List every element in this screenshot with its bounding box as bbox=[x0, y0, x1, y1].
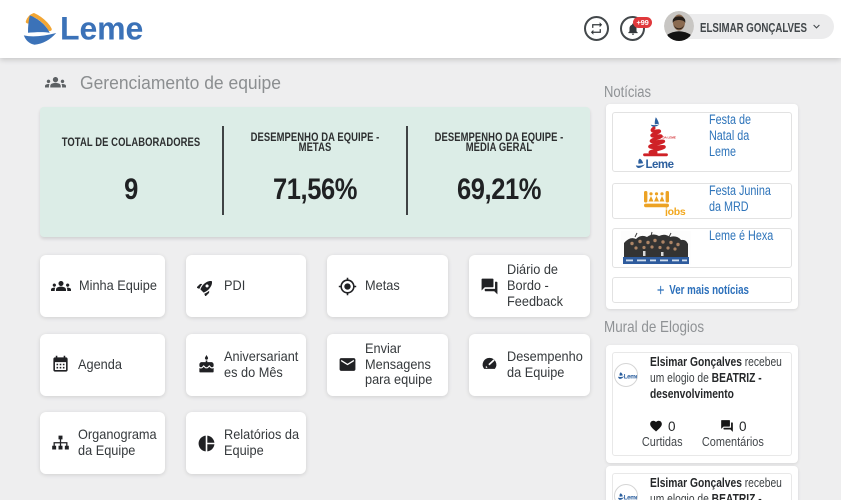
svg-text:Leme: Leme bbox=[646, 159, 674, 169]
svg-text:DA LEME: DA LEME bbox=[663, 136, 676, 140]
svg-text:Leme: Leme bbox=[60, 11, 143, 47]
svg-text:Leme: Leme bbox=[624, 373, 637, 380]
svg-text:Leme: Leme bbox=[624, 494, 637, 500]
svg-text:jobs: jobs bbox=[664, 206, 686, 216]
